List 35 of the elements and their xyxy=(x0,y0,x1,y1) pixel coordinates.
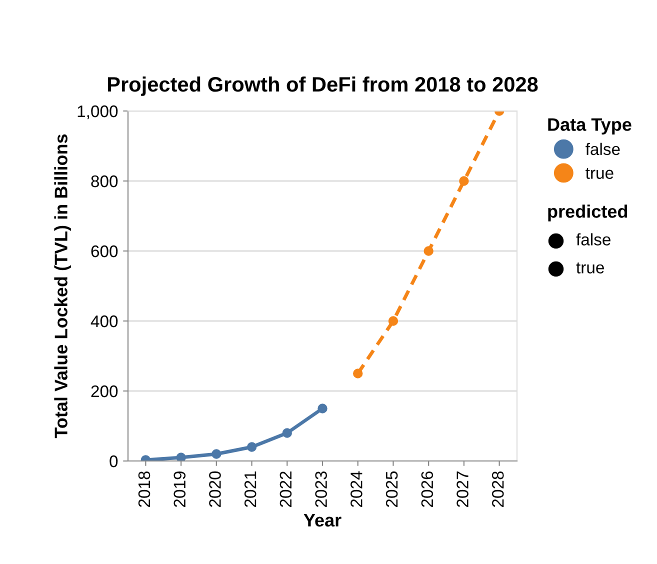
x-tick-label: 2021 xyxy=(244,472,256,507)
point xyxy=(246,442,257,452)
point xyxy=(212,449,222,459)
x-tick-label: 2020 xyxy=(209,471,221,507)
point xyxy=(424,246,434,256)
x-tick-label: 2028 xyxy=(492,471,504,507)
point xyxy=(459,176,469,186)
chart-title: Projected Growth of DeFi from 2018 to 2028 xyxy=(108,76,538,96)
y-tick-label: 200 xyxy=(91,385,118,398)
legend-label: false xyxy=(586,142,620,156)
legend-label: true xyxy=(586,168,614,179)
text: false xyxy=(576,233,610,246)
text: predicted xyxy=(548,204,628,222)
point xyxy=(318,404,328,414)
legend-title: Data Type xyxy=(548,118,632,134)
x-tick-label: 2027 xyxy=(456,472,468,507)
x-tick-label: 2025 xyxy=(386,471,398,507)
x-tick-label: 2023 xyxy=(315,471,327,507)
x-tick-label: 2022 xyxy=(280,472,292,507)
y-axis-title: Total Value Locked (TVL) in Billions xyxy=(54,134,72,438)
point xyxy=(176,452,186,461)
point xyxy=(388,316,398,326)
point xyxy=(353,368,363,378)
x-tick-label: 2024 xyxy=(350,471,362,507)
y-tick-label: 0 xyxy=(110,455,118,468)
x-tick-label: 2018 xyxy=(138,471,150,507)
x-axis-title: Year xyxy=(304,514,342,527)
y-tick-label: 1,000 xyxy=(78,105,118,120)
x-tick-label: 2026 xyxy=(421,471,434,507)
y-tick-label: 600 xyxy=(91,245,118,258)
text: true xyxy=(576,262,604,274)
point xyxy=(282,428,292,438)
y-tick-label: 400 xyxy=(90,315,118,328)
y-tick-label: 800 xyxy=(91,175,118,188)
x-tick-label: 2019 xyxy=(174,472,186,507)
